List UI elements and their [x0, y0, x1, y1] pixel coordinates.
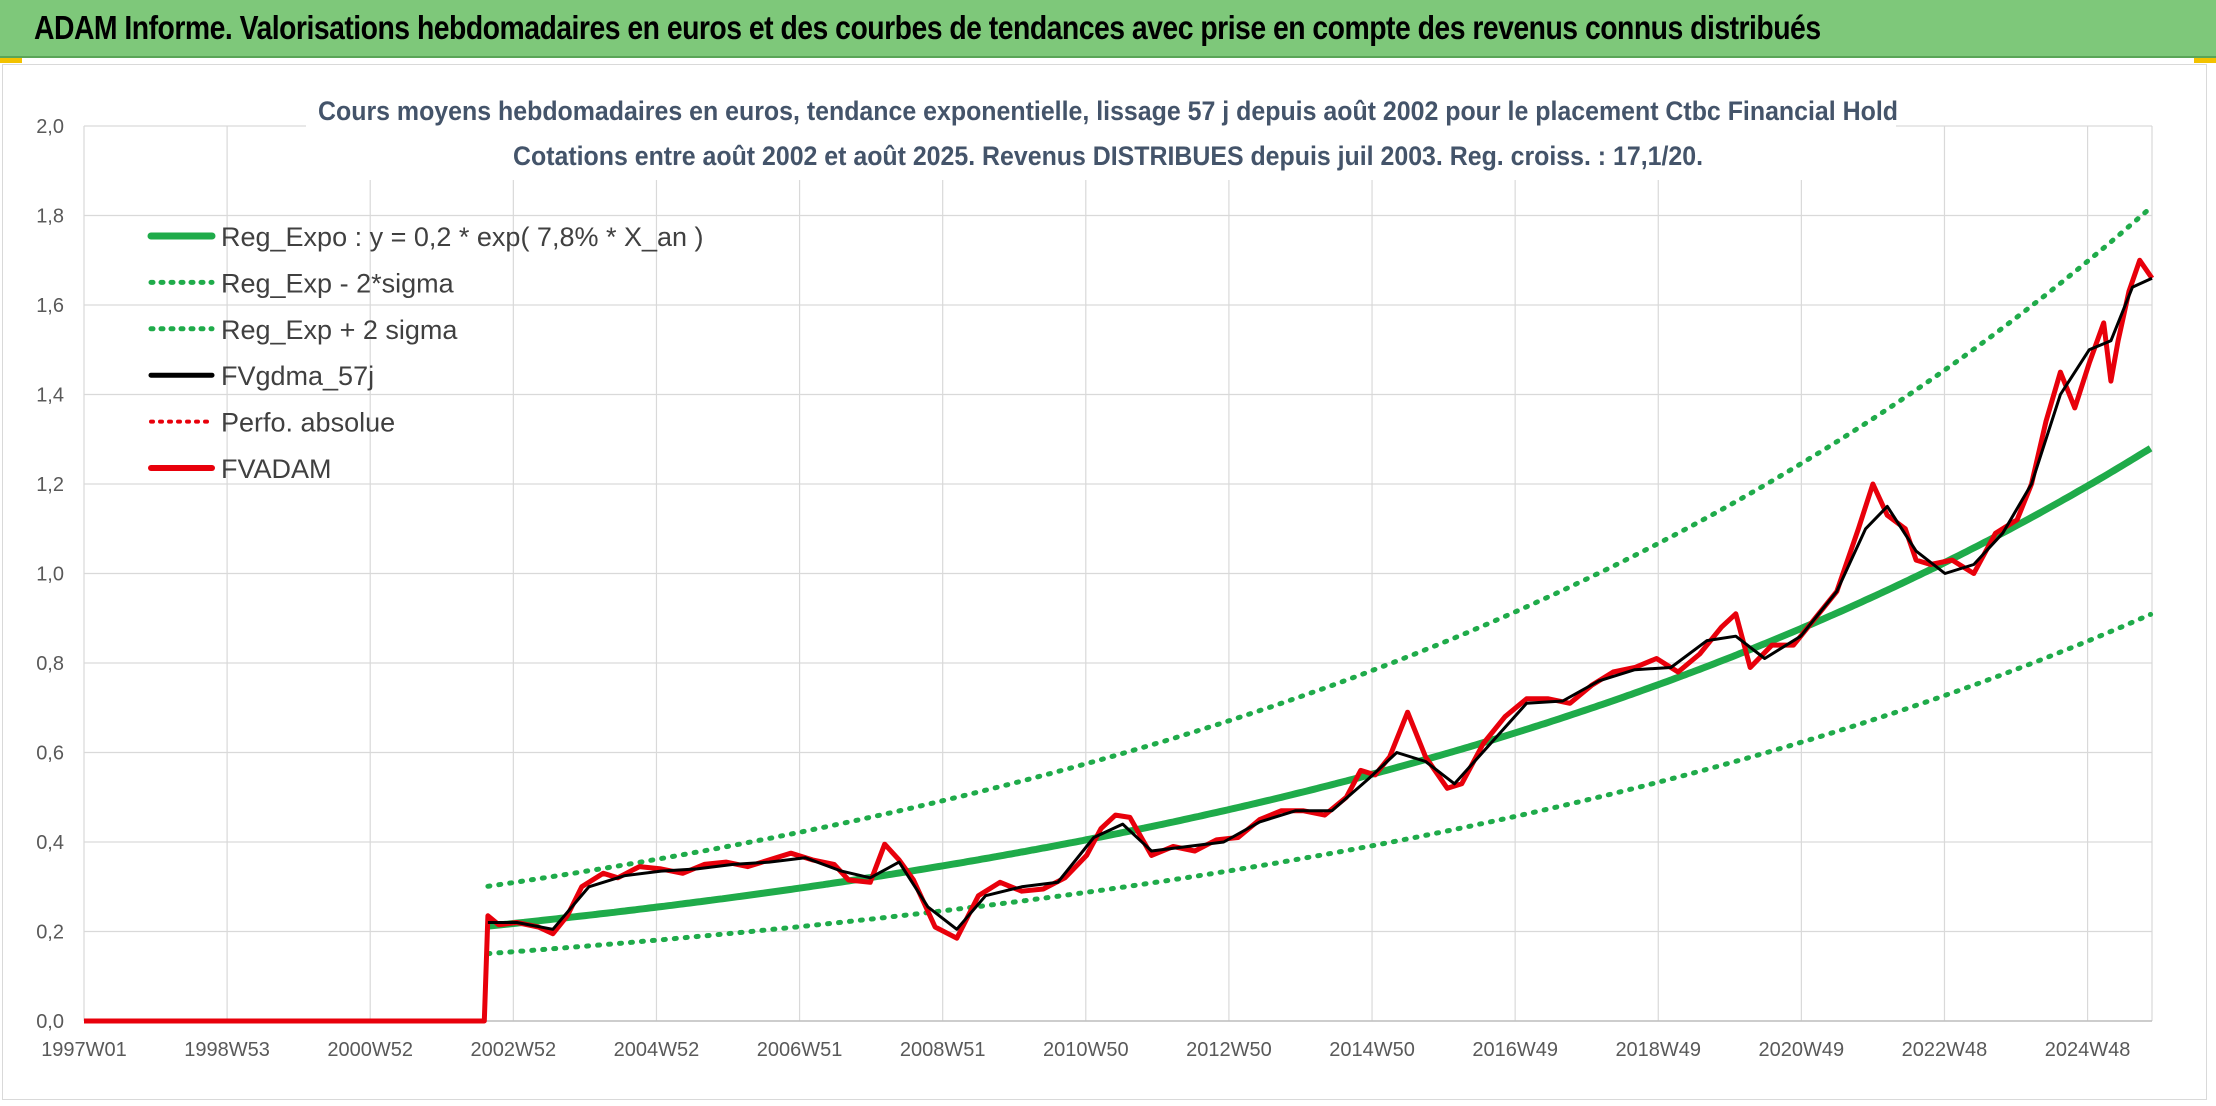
header-banner: ADAM Informe. Valorisations hebdomadaire…	[0, 0, 2216, 58]
fvgdma-57j-line	[487, 276, 2153, 931]
y-tick-label: 1,0	[36, 564, 64, 586]
series-group	[84, 205, 2155, 1024]
x-tick-label: 2022W48	[1902, 1039, 1988, 1061]
reg-expo-line	[487, 445, 2153, 930]
title-backdrop	[306, 88, 1896, 180]
x-tick-label: 2014W50	[1329, 1039, 1415, 1061]
x-axis-ticks: 1997W01 1998W53 2000W52 2002W52 2004W52 2006W…	[41, 1039, 2130, 1061]
legend-label: Perfo. absolue	[221, 408, 395, 438]
corner-accent-right	[2194, 58, 2216, 63]
legend: Reg_Expo : y = 0,2 * exp( 7,8% * X_an ) R…	[147, 222, 704, 484]
x-tick-label: 2006W51	[757, 1039, 843, 1061]
x-tick-label: 2024W48	[2045, 1039, 2131, 1061]
x-tick-label: 2004W52	[614, 1039, 700, 1061]
y-tick-label: 0,4	[36, 832, 64, 854]
x-tick-label: 1998W53	[184, 1039, 270, 1061]
reg-exp-minus-2sigma-line	[485, 611, 2154, 957]
y-axis-ticks: 0,0 0,2 0,4 0,6 0,8 1,0 1,2 1,4 1,6 1,8 2,0	[36, 116, 64, 1033]
y-tick-label: 1,4	[36, 385, 64, 407]
x-tick-label: 2002W52	[471, 1039, 557, 1061]
x-tick-label: 2018W49	[1615, 1039, 1701, 1061]
legend-label: FVgdma_57j	[221, 361, 374, 391]
y-tick-label: 0,6	[36, 743, 64, 765]
header-title: ADAM Informe. Valorisations hebdomadaire…	[34, 9, 1821, 46]
x-tick-label: 2016W49	[1472, 1039, 1558, 1061]
y-tick-label: 1,6	[36, 295, 64, 317]
x-tick-label: 2012W50	[1186, 1039, 1272, 1061]
y-tick-label: 1,8	[36, 206, 64, 228]
x-tick-label: 2020W49	[1759, 1039, 1845, 1061]
chart-title-line1: Cours moyens hebdomadaires en euros, ten…	[318, 96, 1898, 126]
y-tick-label: 0,0	[36, 1011, 64, 1033]
x-tick-label: 2000W52	[327, 1039, 413, 1061]
legend-label: Reg_Exp - 2*sigma	[221, 268, 455, 298]
y-tick-label: 1,2	[36, 474, 64, 496]
y-tick-label: 2,0	[36, 116, 64, 138]
chart-title-line2: Cotations entre août 2002 et août 2025. …	[513, 141, 1703, 171]
y-tick-label: 0,2	[36, 922, 64, 944]
x-tick-label: 2008W51	[900, 1039, 986, 1061]
legend-label: Reg_Exp + 2 sigma	[221, 315, 458, 345]
legend-label: Reg_Expo : y = 0,2 * exp( 7,8% * X_an )	[221, 222, 704, 252]
x-tick-label: 1997W01	[41, 1039, 127, 1061]
fvadam-line	[84, 257, 2155, 1024]
corner-accent-left	[0, 58, 22, 63]
x-tick-label: 2010W50	[1043, 1039, 1129, 1061]
reg-exp-plus-2sigma-line	[485, 205, 2154, 889]
legend-label: FVADAM	[221, 454, 332, 484]
y-tick-label: 0,8	[36, 653, 64, 675]
